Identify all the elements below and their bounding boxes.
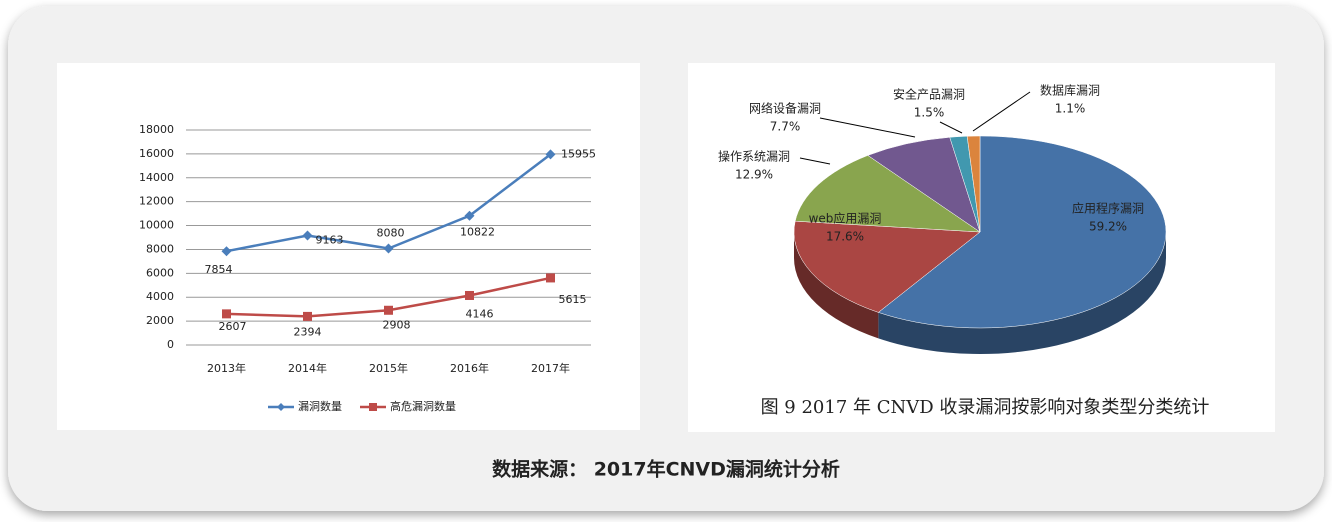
leader-line [972, 91, 1031, 132]
slice-side [878, 232, 1166, 354]
x-tick-label: 2014年 [288, 361, 327, 375]
y-tick-label: 2000 [146, 314, 174, 327]
slice [793, 220, 981, 313]
data-label: 7854 [205, 263, 233, 276]
slice-value: 1.5% [914, 106, 945, 120]
y-tick-label: 4000 [146, 290, 174, 303]
data-label: 2908 [383, 318, 411, 331]
y-tick-label: 8000 [146, 242, 174, 255]
y-tick-label: 10000 [139, 219, 174, 232]
y-tick-label: 16000 [139, 147, 174, 160]
data-label: 10822 [460, 226, 495, 239]
slice-value: 59.2% [1089, 220, 1127, 234]
slice-value: 7.7% [770, 120, 801, 134]
slice-label: 操作系统漏洞 [718, 149, 790, 164]
marker [302, 230, 313, 241]
slice [966, 135, 981, 233]
data-label: 8080 [377, 226, 405, 239]
slice-value: 12.9% [735, 168, 773, 182]
pie-caption: 图 9 2017 年 CNVD 收录漏洞按影响对象类型分类统计 [761, 397, 1210, 418]
slice-value: 17.6% [826, 230, 864, 244]
slice-label: 应用程序漏洞 [1072, 201, 1144, 216]
slice-label: 网络设备漏洞 [749, 101, 821, 116]
marker [222, 309, 231, 319]
data-label: 9163 [316, 234, 344, 247]
marker [221, 246, 232, 257]
data-label: 2607 [219, 320, 247, 333]
x-tick-label: 2015年 [369, 361, 408, 375]
slice-label: 数据库漏洞 [1040, 83, 1100, 98]
leader-line [819, 117, 916, 138]
slice-side [794, 232, 879, 339]
data-label: 4146 [466, 307, 494, 320]
marker [465, 290, 474, 300]
legend-label: 高危漏洞数量 [390, 399, 456, 413]
x-tick-label: 2016年 [450, 361, 489, 375]
marker [464, 210, 475, 221]
slice-value: 1.1% [1055, 102, 1086, 116]
data-label: 15955 [561, 147, 596, 160]
y-tick-label: 12000 [139, 195, 174, 208]
marker [546, 273, 555, 283]
legend-marker [277, 403, 285, 411]
leader-line [939, 121, 963, 134]
y-tick-label: 14000 [139, 171, 174, 184]
slice-label: 安全产品漏洞 [893, 87, 965, 102]
x-tick-label: 2013年 [207, 361, 246, 375]
slice [794, 155, 981, 233]
slice-label: web应用漏洞 [809, 211, 882, 226]
data-label: 5615 [559, 293, 587, 306]
y-tick-label: 0 [167, 338, 174, 351]
slice [877, 135, 1167, 329]
marker [303, 311, 312, 321]
footer: 数据来源： 2017年CNVD漏洞统计分析 [492, 458, 840, 481]
data-label: 2394 [294, 325, 322, 338]
marker [383, 243, 394, 254]
x-tick-label: 2017年 [531, 361, 570, 375]
leader-line [799, 157, 831, 165]
y-tick-label: 6000 [146, 266, 174, 279]
marker [545, 149, 556, 160]
marker [384, 305, 393, 315]
y-tick-label: 18000 [139, 123, 174, 136]
legend-label: 漏洞数量 [298, 400, 342, 413]
legend-marker [369, 403, 377, 411]
line-panel [57, 63, 640, 430]
